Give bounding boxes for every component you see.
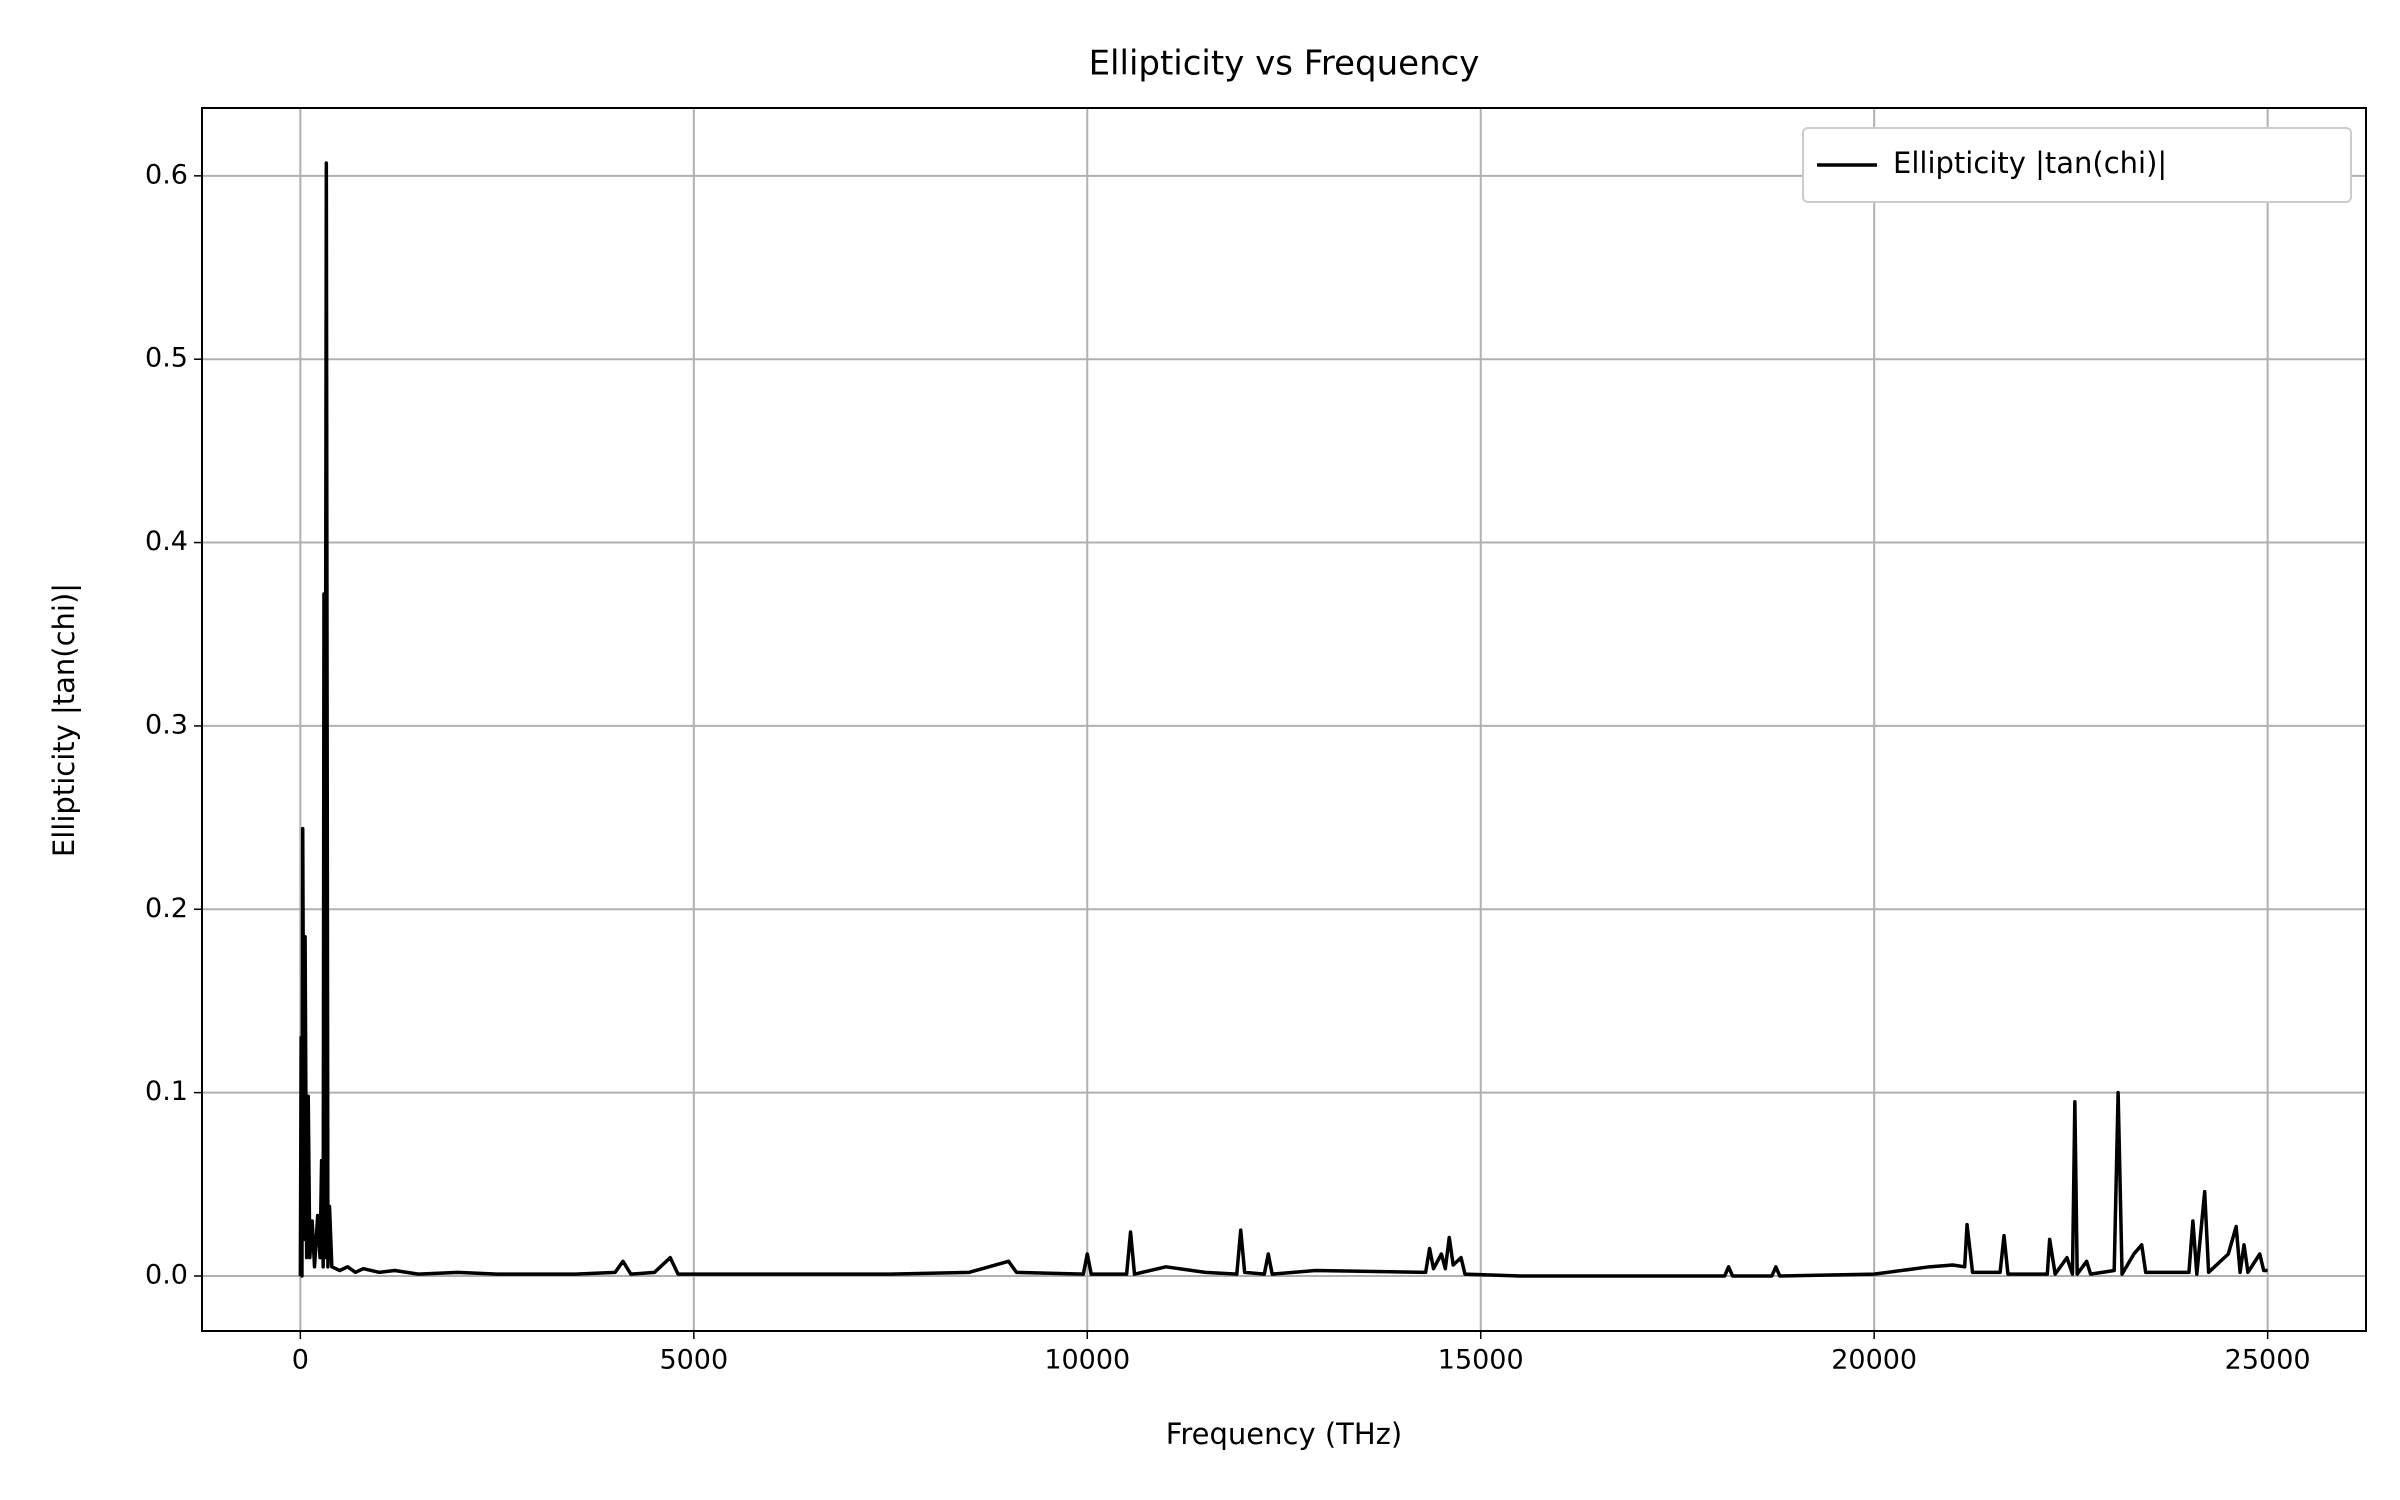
x-tick-label: 0	[292, 1345, 309, 1376]
y-axis-label: Ellipticity |tan(chi)|	[47, 583, 81, 857]
y-tick-label: 0.2	[145, 893, 188, 924]
x-tick-label: 25000	[2225, 1345, 2311, 1376]
y-tick-label: 0.5	[145, 343, 188, 374]
y-tick-label: 0.1	[145, 1076, 188, 1107]
chart-title: Ellipticity vs Frequency	[1089, 44, 1480, 84]
x-tick-label: 5000	[659, 1345, 728, 1376]
x-tick-label: 15000	[1438, 1345, 1524, 1376]
plot-frame	[201, 107, 2367, 1332]
legend-label: Ellipticity |tan(chi)|	[1893, 146, 2167, 180]
x-axis-label: Frequency (THz)	[1166, 1417, 1402, 1451]
y-tick-label: 0.6	[145, 159, 188, 190]
y-tick-label: 0.4	[145, 526, 188, 557]
data-line	[298, 161, 2268, 1278]
y-tick-label: 0.0	[145, 1259, 188, 1290]
legend-box	[1802, 127, 2352, 203]
y-tick-label: 0.3	[145, 709, 188, 740]
x-tick-label: 10000	[1044, 1345, 1130, 1376]
x-tick-label: 20000	[1831, 1345, 1917, 1376]
